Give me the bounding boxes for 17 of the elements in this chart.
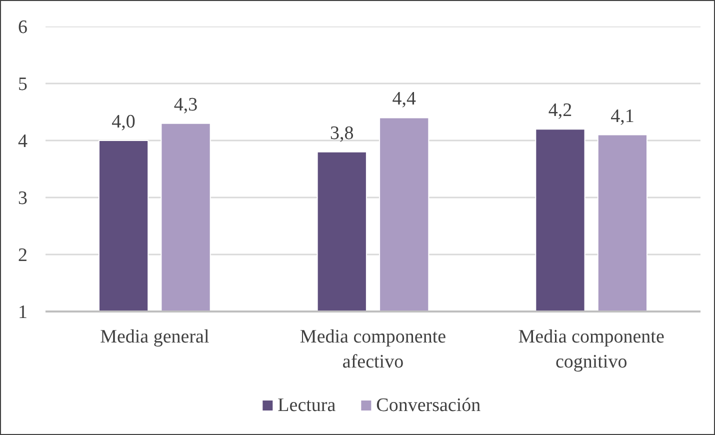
data-label: 4,4 bbox=[392, 88, 416, 110]
y-tick-label: 1 bbox=[18, 302, 28, 323]
legend-label: Lectura bbox=[278, 395, 336, 416]
y-tick-label: 3 bbox=[18, 188, 28, 209]
data-label: 4,1 bbox=[610, 106, 634, 127]
x-tick-label: Media general bbox=[100, 326, 210, 348]
data-label: 4,2 bbox=[548, 100, 572, 122]
x-tick-label: Media componente cognitivo bbox=[518, 326, 664, 373]
y-tick-label: 6 bbox=[18, 17, 28, 38]
data-label: 3,8 bbox=[330, 122, 354, 144]
legend-label: Conversación bbox=[376, 395, 482, 416]
data-label: 4,3 bbox=[174, 94, 198, 116]
data-label: 4,0 bbox=[112, 112, 136, 132]
y-tick-label: 5 bbox=[18, 74, 28, 95]
x-tick-label: Media componente afectivo bbox=[300, 326, 446, 373]
y-tick-label: 2 bbox=[18, 245, 28, 266]
y-tick-label: 4 bbox=[18, 131, 28, 152]
